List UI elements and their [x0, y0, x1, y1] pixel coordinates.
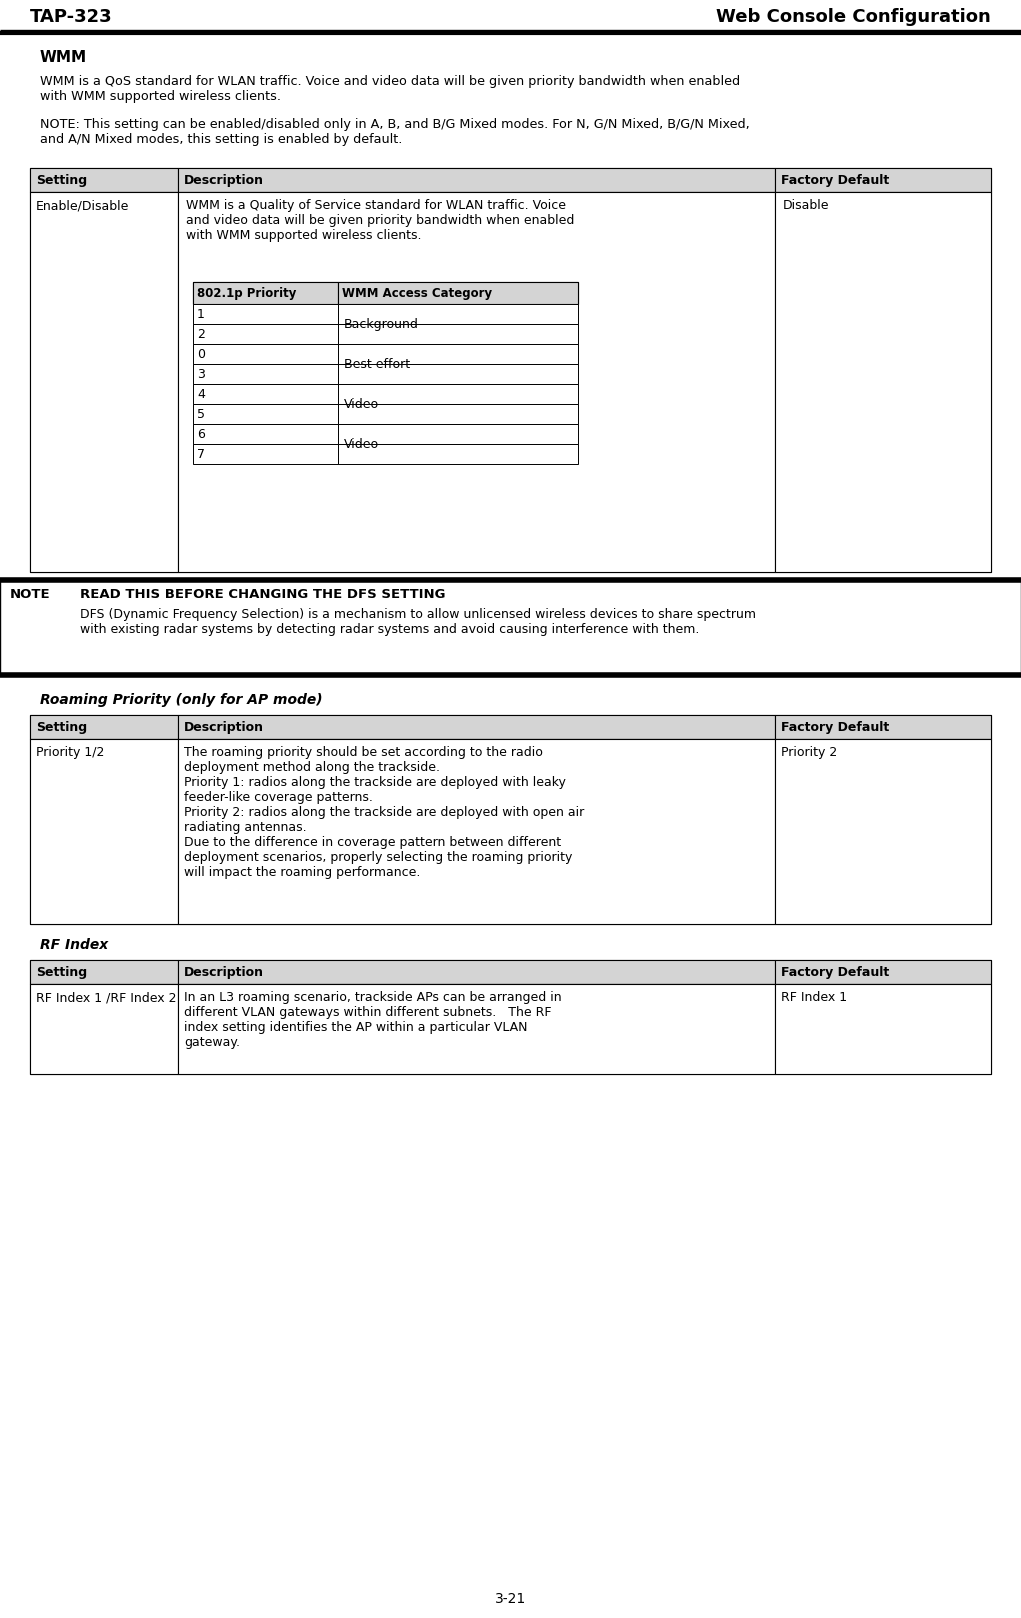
Bar: [178, 193, 775, 573]
Text: Background: Background: [344, 317, 419, 330]
Text: NOTE: This setting can be enabled/disabled only in A, B, and B/G Mixed modes. Fo: NOTE: This setting can be enabled/disabl…: [40, 118, 749, 146]
Text: The roaming priority should be set according to the radio
deployment method alon: The roaming priority should be set accor…: [184, 746, 584, 879]
Text: 5: 5: [197, 408, 205, 421]
Text: RF Index 1: RF Index 1: [781, 990, 847, 1005]
Bar: [338, 443, 578, 464]
Text: 802.1p Priority: 802.1p Priority: [197, 286, 296, 299]
Text: 7: 7: [197, 448, 205, 461]
Bar: [178, 739, 775, 924]
Bar: [193, 324, 338, 345]
Bar: [193, 304, 338, 324]
Text: NOTE: NOTE: [10, 587, 51, 600]
Bar: [193, 282, 338, 304]
Bar: [338, 282, 578, 304]
Text: Video: Video: [344, 398, 379, 411]
Bar: [30, 959, 991, 984]
Bar: [338, 424, 578, 443]
Text: Description: Description: [184, 966, 264, 979]
Text: Disable: Disable: [783, 199, 829, 212]
Text: Description: Description: [184, 722, 264, 735]
Bar: [775, 168, 991, 193]
Text: WMM is a Quality of Service standard for WLAN traffic. Voice
and video data will: WMM is a Quality of Service standard for…: [186, 199, 575, 243]
Text: 2: 2: [197, 328, 205, 341]
Text: 0: 0: [197, 348, 205, 361]
Text: Setting: Setting: [36, 175, 87, 188]
Text: Factory Default: Factory Default: [781, 175, 889, 188]
Bar: [193, 443, 338, 464]
Bar: [30, 739, 991, 924]
Bar: [178, 168, 775, 193]
Bar: [30, 959, 178, 984]
Bar: [338, 404, 578, 424]
Text: 4: 4: [197, 388, 205, 401]
Text: Description: Description: [184, 175, 264, 188]
Text: Factory Default: Factory Default: [781, 966, 889, 979]
Bar: [30, 168, 991, 193]
Text: In an L3 roaming scenario, trackside APs can be arranged in
different VLAN gatew: In an L3 roaming scenario, trackside APs…: [184, 990, 562, 1048]
Bar: [178, 715, 775, 739]
Bar: [30, 739, 178, 924]
Text: RF Index: RF Index: [40, 938, 108, 951]
Text: Web Console Configuration: Web Console Configuration: [717, 8, 991, 26]
Bar: [193, 364, 338, 383]
Bar: [193, 404, 338, 424]
Bar: [178, 959, 775, 984]
Text: 3: 3: [197, 367, 205, 380]
Bar: [193, 345, 338, 364]
Bar: [30, 715, 991, 739]
Bar: [338, 345, 578, 364]
Text: Setting: Setting: [36, 722, 87, 735]
Bar: [775, 739, 991, 924]
Bar: [775, 984, 991, 1074]
Text: 6: 6: [197, 429, 205, 442]
Text: RF Index 1 /RF Index 2: RF Index 1 /RF Index 2: [36, 990, 177, 1005]
Bar: [338, 364, 578, 383]
Text: READ THIS BEFORE CHANGING THE DFS SETTING: READ THIS BEFORE CHANGING THE DFS SETTIN…: [80, 587, 445, 600]
Bar: [30, 193, 178, 573]
Bar: [338, 383, 578, 404]
Text: Roaming Priority (only for AP mode): Roaming Priority (only for AP mode): [40, 693, 323, 707]
Bar: [338, 304, 578, 324]
Text: Enable/Disable: Enable/Disable: [36, 199, 130, 212]
Text: Best effort: Best effort: [344, 358, 410, 371]
Bar: [178, 984, 775, 1074]
Bar: [193, 282, 578, 304]
Bar: [193, 383, 338, 404]
Text: Video: Video: [344, 437, 379, 450]
Text: DFS (Dynamic Frequency Selection) is a mechanism to allow unlicensed wireless de: DFS (Dynamic Frequency Selection) is a m…: [80, 608, 756, 636]
Bar: [193, 424, 338, 443]
Text: 3-21: 3-21: [495, 1592, 526, 1607]
Bar: [338, 324, 578, 345]
Bar: [30, 168, 178, 193]
Bar: [775, 715, 991, 739]
Bar: [775, 193, 991, 573]
Text: 1: 1: [197, 307, 205, 320]
Text: TAP-323: TAP-323: [30, 8, 112, 26]
Bar: [0, 579, 1021, 675]
Text: Priority 1/2: Priority 1/2: [36, 746, 104, 759]
Text: Factory Default: Factory Default: [781, 722, 889, 735]
Text: Priority 2: Priority 2: [781, 746, 837, 759]
Bar: [30, 984, 178, 1074]
Bar: [775, 959, 991, 984]
Text: WMM is a QoS standard for WLAN traffic. Voice and video data will be given prior: WMM is a QoS standard for WLAN traffic. …: [40, 74, 740, 104]
Bar: [30, 193, 991, 573]
Text: WMM: WMM: [40, 50, 87, 65]
Bar: [30, 715, 178, 739]
Bar: [30, 984, 991, 1074]
Text: Setting: Setting: [36, 966, 87, 979]
Text: WMM Access Category: WMM Access Category: [342, 286, 492, 299]
